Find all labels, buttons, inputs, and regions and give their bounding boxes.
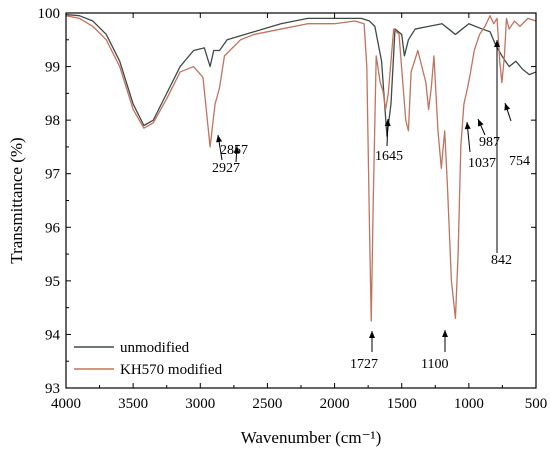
x-tick-label: 2000 (320, 396, 350, 412)
legend: unmodified KH570 modified (74, 340, 223, 378)
y-tick-label: 93 (45, 381, 60, 397)
annotation-arrowhead (369, 331, 375, 338)
series-line-kh570-modified (65, 15, 537, 322)
annotation-label-1100: 1100 (421, 357, 448, 372)
annotation-arrowhead (464, 122, 471, 130)
x-tick-label: 500 (525, 396, 548, 412)
annotation-arrowhead (494, 40, 500, 47)
axes: 4000 3500 3000 2500 2000 1500 1000 500 93 94 95 96 9… (38, 6, 548, 412)
y-tick-label: 96 (45, 220, 61, 236)
annotation-arrowhead (478, 119, 484, 127)
y-tick-label: 100 (38, 6, 61, 22)
x-tick-label: 1000 (454, 396, 484, 412)
series-layer (65, 13, 537, 322)
annotation-arrowhead (233, 146, 240, 154)
annotation-label-1727: 1727 (350, 357, 378, 372)
annotation-arrowhead (442, 330, 448, 337)
x-tick-label: 1500 (387, 396, 417, 412)
y-tick-label: 97 (45, 167, 61, 183)
annotation-layer: 2927 2857 1645 1727 1100 1037 987 842 754 (212, 40, 530, 372)
annotation-label-987: 987 (479, 135, 500, 150)
annotation-label-1037: 1037 (468, 156, 496, 171)
plot-frame (65, 12, 537, 389)
y-axis-title: Transmittance (%) (7, 137, 26, 263)
annotation-label-1645: 1645 (375, 149, 403, 164)
y-tick-label: 94 (45, 327, 61, 343)
x-tick-label: 3000 (185, 396, 215, 412)
legend-label-unmodified: unmodified (120, 340, 190, 356)
annotation-label-754: 754 (509, 154, 530, 169)
annotation-arrowhead (216, 135, 223, 143)
y-tick-label: 95 (45, 274, 60, 290)
x-tick-label: 4000 (51, 396, 81, 412)
legend-label-kh570-modified: KH570 modified (120, 362, 223, 378)
y-tick-label: 99 (45, 60, 60, 76)
annotation-label-2927: 2927 (212, 161, 240, 176)
y-tick-label: 98 (45, 113, 60, 129)
annotation-label-842: 842 (491, 253, 512, 268)
annotation-arrowhead (384, 119, 391, 127)
annotation-arrowhead (504, 103, 511, 111)
annotation-label-2857: 2857 (220, 143, 248, 158)
series-line-unmodified (65, 13, 537, 137)
x-tick-label: 2500 (252, 396, 282, 412)
x-tick-label: 3500 (118, 396, 148, 412)
x-axis-title: Wavenumber (cm⁻¹) (241, 428, 382, 447)
